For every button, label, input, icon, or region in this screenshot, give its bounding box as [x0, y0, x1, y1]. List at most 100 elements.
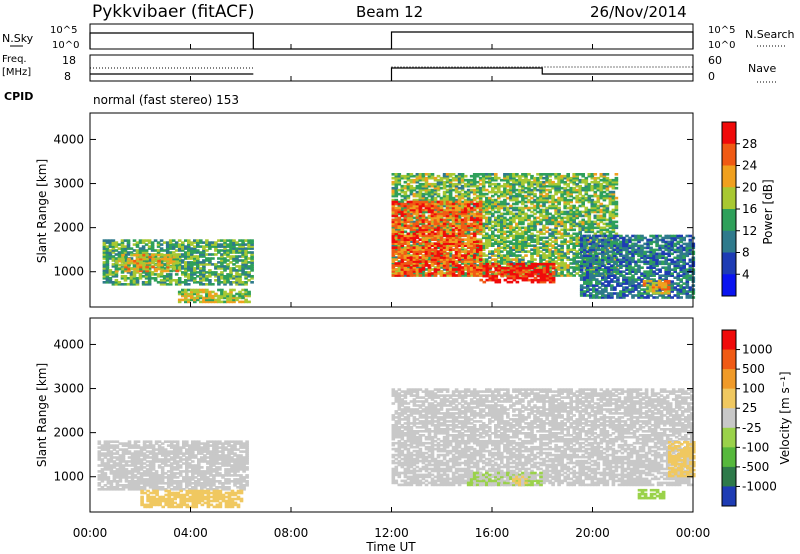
- power-cell-4: [451, 210, 456, 214]
- power-cell-2: [238, 292, 242, 296]
- power-cell-1: [175, 253, 179, 257]
- power-cell-3: [497, 242, 501, 245]
- power-cell-4: [460, 232, 465, 236]
- power-cell-3: [521, 173, 525, 176]
- power-cell-4: [421, 240, 426, 243]
- power-cell-3: [421, 198, 426, 202]
- power-cell-3: [605, 178, 610, 182]
- power-cell-3: [481, 260, 486, 263]
- power-cell-4: [418, 250, 423, 253]
- power-cell-3: [569, 262, 573, 265]
- power-cell-3: [433, 208, 438, 212]
- power-cell-0: [211, 253, 215, 256]
- power-cell-3: [548, 248, 552, 251]
- power-cell-3: [575, 222, 579, 226]
- power-cell-3: [524, 212, 528, 216]
- power-cell-3: [430, 254, 435, 257]
- power-cell-0: [126, 239, 131, 242]
- power-cell-4: [454, 260, 459, 263]
- power-cell-0: [165, 245, 170, 248]
- power-cell-3: [533, 212, 537, 216]
- power-cell-3: [460, 173, 465, 176]
- power-cell-0: [144, 271, 149, 274]
- power-cell-4: [433, 270, 438, 273]
- power-cell-3: [491, 230, 495, 234]
- power-cell-0: [229, 271, 233, 274]
- power-cell-5: [509, 274, 514, 278]
- power-cell-4: [406, 236, 411, 240]
- power-cell-0: [196, 245, 200, 248]
- power-cell-5: [509, 266, 514, 270]
- power-cell-3: [581, 220, 585, 224]
- power-cell-3: [575, 198, 579, 202]
- power-cell-3: [557, 230, 561, 234]
- power-cell-6: [583, 290, 587, 293]
- power-cell-0: [223, 241, 227, 244]
- power-cell-3: [445, 173, 450, 176]
- power-cell-3: [590, 174, 595, 178]
- power-cell-4: [442, 232, 447, 236]
- power-cell-3: [521, 186, 525, 190]
- power-cell-5: [545, 278, 550, 282]
- power-cell-6: [586, 262, 590, 266]
- power-cell-5: [539, 280, 544, 284]
- power-cell-0: [108, 245, 113, 248]
- power-cell-3: [578, 222, 582, 226]
- power-cell-3: [485, 174, 489, 178]
- power-cell-3: [536, 254, 540, 257]
- power-cell-3: [512, 202, 516, 206]
- power-cell-3: [551, 252, 555, 255]
- power-cell-4: [472, 260, 477, 263]
- power-cell-3: [518, 214, 522, 218]
- power-cell-3: [536, 250, 540, 253]
- power-cell-3: [445, 178, 450, 182]
- power-cell-3: [415, 184, 420, 188]
- power-cell-3: [424, 178, 429, 182]
- power-cell-4: [409, 246, 414, 249]
- power-cell-2: [214, 292, 218, 296]
- power-cell-3: [533, 216, 537, 220]
- power-cell-0: [238, 247, 242, 250]
- power-cell-4: [424, 254, 429, 257]
- power-cell-1: [166, 265, 170, 269]
- power-cell-3: [394, 256, 399, 259]
- power-cell-3: [418, 216, 423, 220]
- power-cell-3: [436, 184, 441, 188]
- power-cell-4: [406, 212, 411, 216]
- power-cell-3: [521, 216, 525, 220]
- power-cell-0: [141, 259, 146, 262]
- power-cell-3: [488, 174, 492, 178]
- power-cell-3: [572, 222, 576, 226]
- power-cell-0: [181, 267, 185, 270]
- power-cell-3: [433, 176, 438, 180]
- power-cell-0: [235, 271, 239, 274]
- power-cell-3: [406, 196, 411, 200]
- power-cell-5: [518, 262, 523, 266]
- power-cell-3: [533, 240, 537, 243]
- power-cell-3: [406, 208, 411, 212]
- power-cell-3: [512, 180, 516, 184]
- power-cell-4: [454, 268, 459, 271]
- power-cell-0: [159, 243, 164, 246]
- power-cell-3: [557, 176, 561, 180]
- power-cell-0: [108, 273, 113, 276]
- power-cell-3: [488, 234, 492, 238]
- power-cell-3: [530, 176, 534, 180]
- power-cell-1: [172, 265, 176, 269]
- power-cell-4: [439, 212, 444, 216]
- power-cell-3: [500, 236, 504, 240]
- power-cell-5: [494, 262, 499, 266]
- power-cell-4: [469, 272, 474, 275]
- power-cell-3: [397, 268, 402, 271]
- power-cell-3: [545, 194, 549, 198]
- power-cell-3: [578, 173, 582, 176]
- power-cell-3: [569, 216, 573, 220]
- power-cell-5: [485, 270, 490, 274]
- power-cell-3: [488, 184, 492, 188]
- power-cell-4: [454, 214, 459, 218]
- power-cell-0: [126, 251, 131, 254]
- power-cell-4: [454, 246, 459, 249]
- power-cell-5: [479, 264, 483, 268]
- power-cell-5: [551, 264, 556, 268]
- power-cell-3: [566, 246, 570, 249]
